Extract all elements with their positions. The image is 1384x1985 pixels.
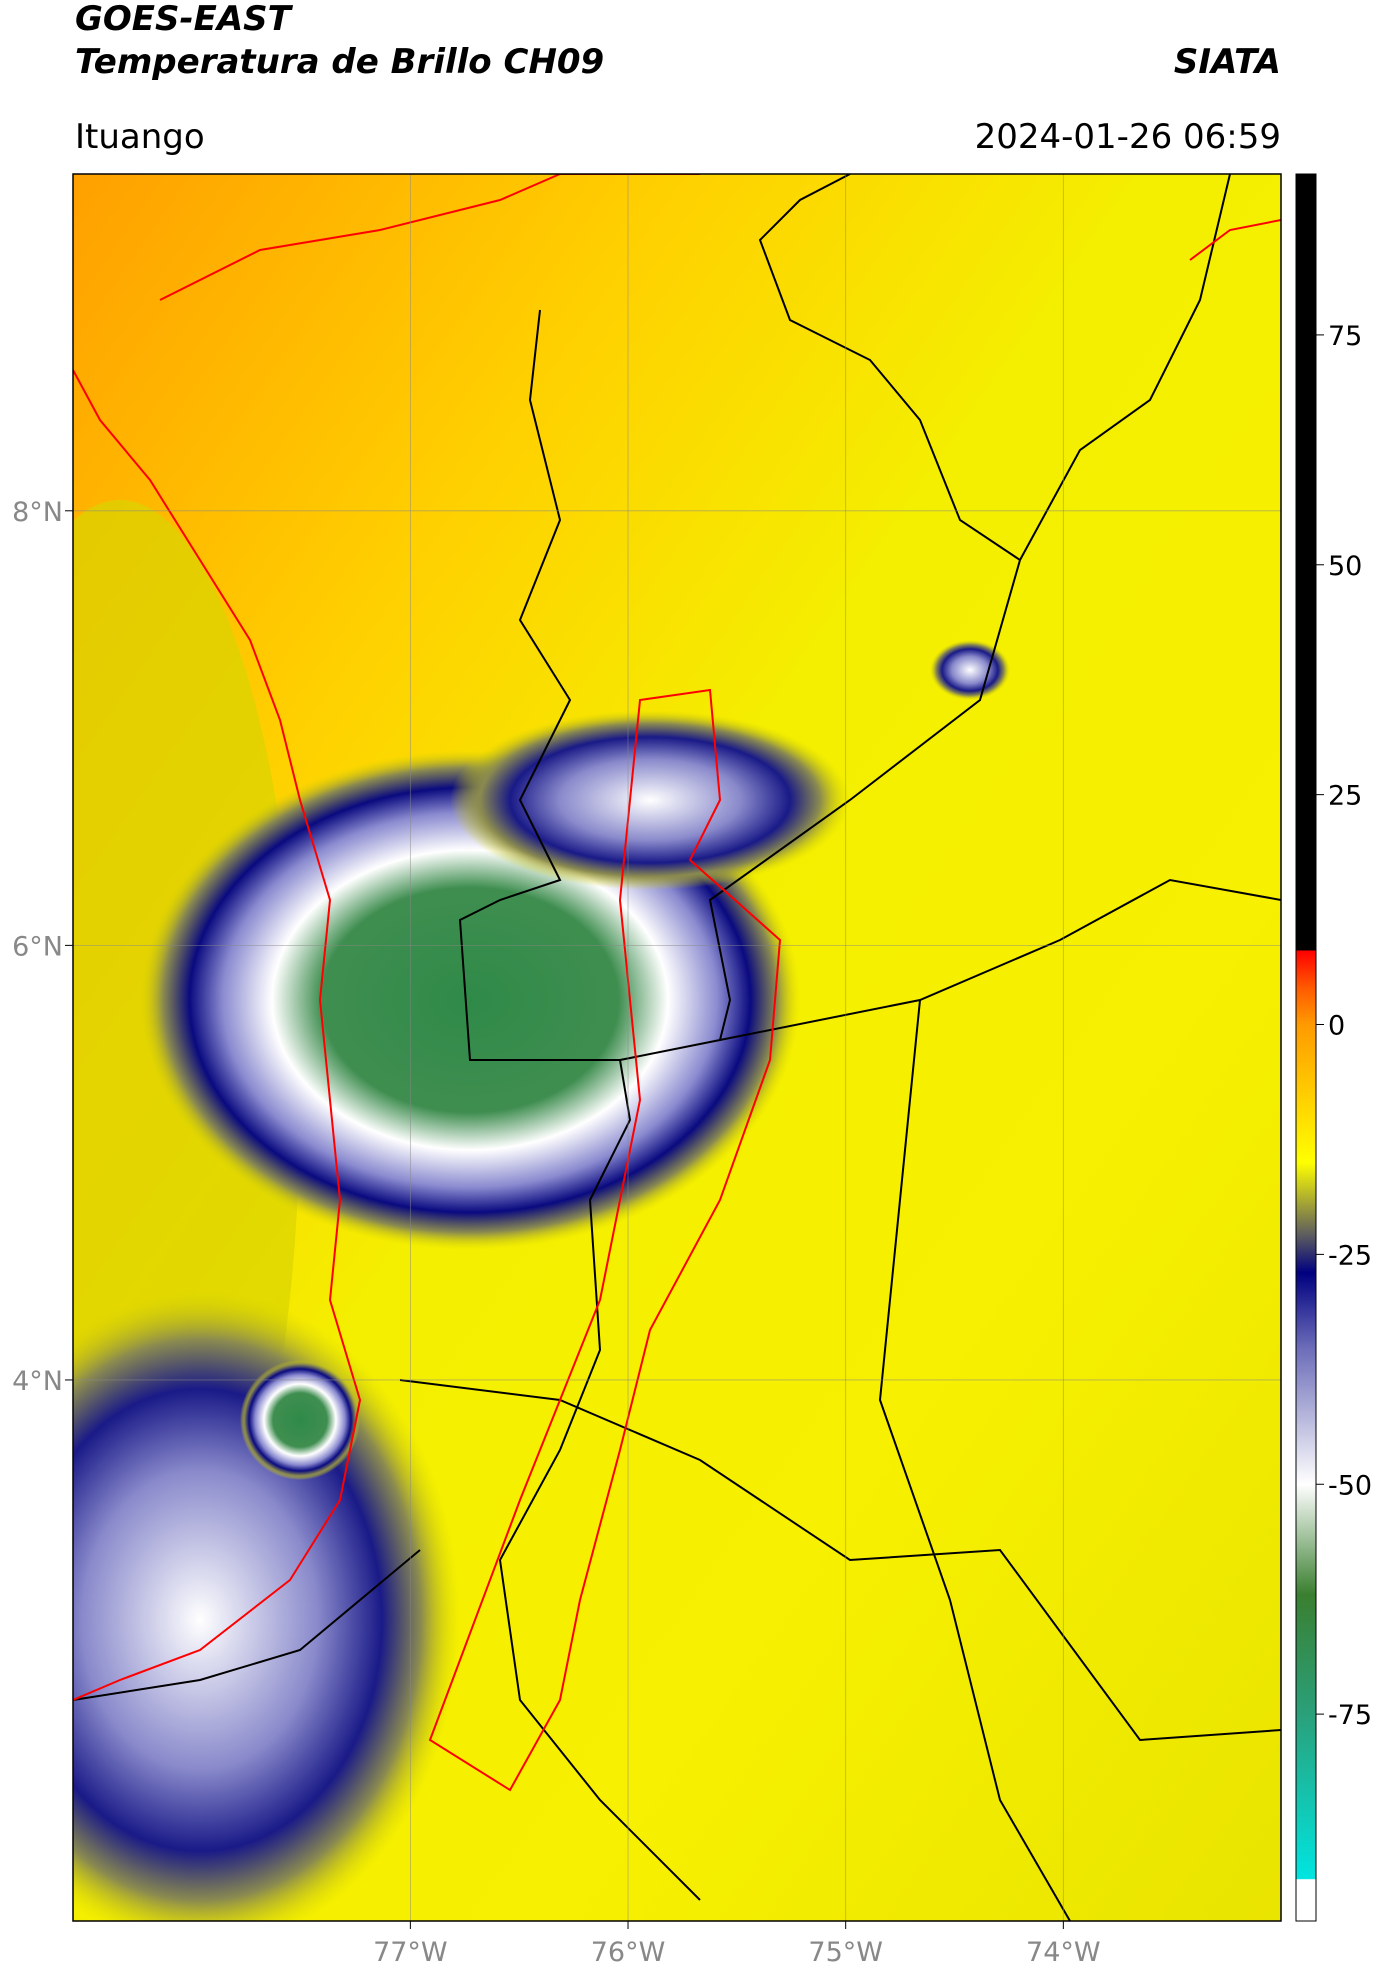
subtitle: Temperatura de Brillo CH09 — [75, 42, 604, 82]
x-tick-label: 74°W — [1026, 1937, 1101, 1968]
source: SIATA — [1174, 42, 1281, 82]
colorbar-tick-label: 50 — [1328, 551, 1362, 582]
x-tick-label: 77°W — [373, 1937, 448, 1968]
title: GOES-EAST — [75, 0, 294, 39]
coastline — [73, 174, 1281, 1792]
cloud — [240, 1360, 360, 1480]
region: Ituango — [75, 117, 205, 157]
x-tick-label: 76°W — [591, 1937, 666, 1968]
y-tick-label: 6°N — [12, 931, 63, 962]
cloud — [450, 710, 850, 890]
cloud — [73, 1290, 460, 1921]
colorbar-tick-label: 0 — [1328, 1011, 1345, 1042]
cloud — [930, 640, 1010, 700]
y-tick-label: 8°N — [12, 497, 63, 528]
colorbar-tick-label: -50 — [1328, 1470, 1372, 1501]
gridlines — [73, 174, 1281, 1921]
colorbar-tick-label: 25 — [1328, 781, 1362, 812]
map-frame — [72, 173, 1282, 1922]
colorbar-tick-label: 75 — [1328, 321, 1362, 352]
y-tick-label: 4°N — [12, 1366, 63, 1397]
colorbar-tick-label: -75 — [1328, 1700, 1372, 1731]
map — [73, 174, 1281, 1921]
x-tick-label: 75°W — [808, 1937, 883, 1968]
datetime: 2024-01-26 06:59 — [975, 117, 1281, 157]
colorbar-tick-label: -25 — [1328, 1240, 1372, 1271]
colorbar — [1295, 173, 1317, 1922]
